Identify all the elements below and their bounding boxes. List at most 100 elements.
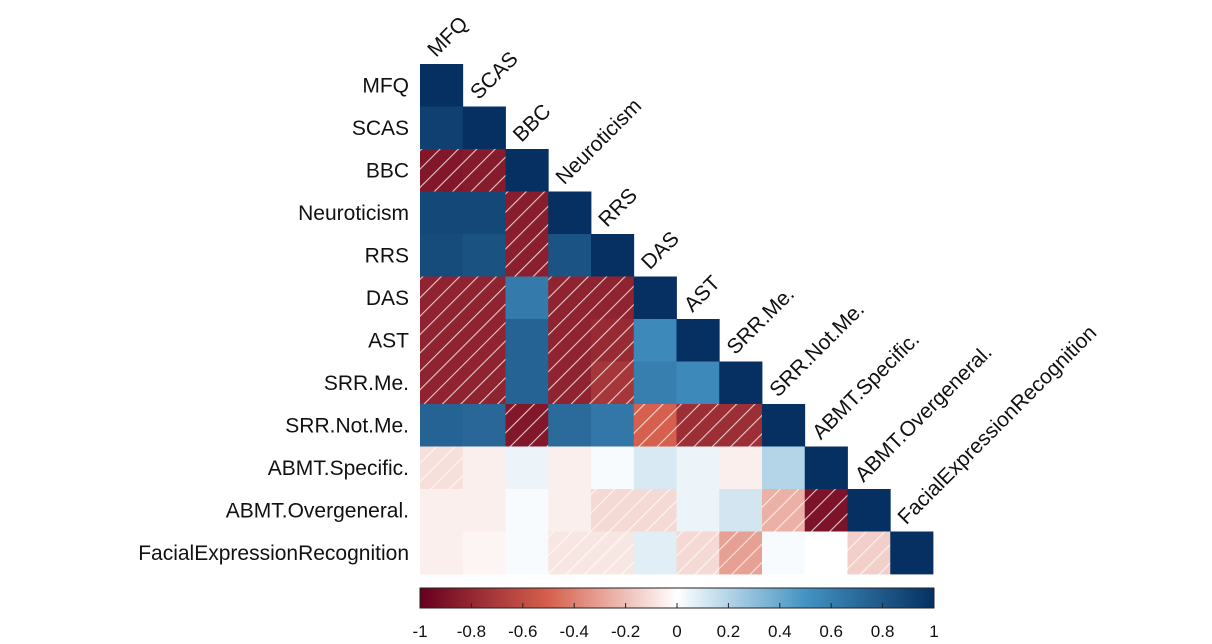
row-label-SRR.Me.: SRR.Me. xyxy=(324,372,409,395)
colorbar-tick-label: 1 xyxy=(929,622,938,641)
hatch-ABMT.Specific.-MFQ xyxy=(420,446,464,490)
row-label-RRS: RRS xyxy=(365,244,409,267)
cell-SRR.Not.Me.-SRR.Not.Me. xyxy=(762,404,806,447)
hatch-SRR.Me.-Neuroticism xyxy=(548,361,592,405)
cell-SRR.Not.Me.-MFQ xyxy=(420,404,464,447)
cell-Neuroticism-SCAS xyxy=(462,191,506,235)
cell-ABMT.Specific.-SRR.Not.Me. xyxy=(762,446,806,490)
cell-MFQ-MFQ xyxy=(420,64,464,107)
cell-AST-DAS xyxy=(633,319,677,362)
colorbar-tick-label: 0.4 xyxy=(768,622,792,641)
cell-ABMT.Specific.-Neuroticism xyxy=(548,446,592,490)
cell-RRS-RRS xyxy=(591,234,635,277)
hatch-AST-RRS xyxy=(591,319,635,362)
row-label-FacialExpressionRecognition: FacialExpressionRecognition xyxy=(138,542,409,565)
colorbar-tick-label: 0.6 xyxy=(819,622,843,641)
hatch-RRS-BBC xyxy=(505,234,549,277)
cell-AST-AST xyxy=(676,319,720,362)
colorbar-tick-label: -1 xyxy=(412,622,427,641)
cell-SRR.Me.-DAS xyxy=(633,361,677,405)
hatch-AST-MFQ xyxy=(420,319,464,362)
hatch-SRR.Me.-MFQ xyxy=(420,361,464,405)
row-label-MFQ: MFQ xyxy=(362,74,409,97)
cell-AST-BBC xyxy=(505,319,549,362)
cell-Neuroticism-MFQ xyxy=(420,191,464,235)
row-label-ABMT.Specific.: ABMT.Specific. xyxy=(268,457,409,480)
hatch-AST-Neuroticism xyxy=(548,319,592,362)
cell-SRR.Me.-BBC xyxy=(505,361,549,405)
row-label-Neuroticism: Neuroticism xyxy=(298,202,409,225)
colorbar-tick-label: 0.8 xyxy=(871,622,895,641)
hatch-DAS-RRS xyxy=(591,276,635,320)
cell-DAS-BBC xyxy=(505,276,549,320)
row-labels: MFQ SCAS BBC Neuroticism RRS DAS AST SRR.Me. SRR… xyxy=(138,74,409,565)
cell-ABMT.Overgeneral.-ABMT.Overgeneral. xyxy=(847,489,891,532)
row-label-SRR.Not.Me.: SRR.Not.Me. xyxy=(285,414,409,437)
hatch-DAS-MFQ xyxy=(420,276,464,320)
hatch-FacialExpressionRecognition-Neuroticism xyxy=(548,531,592,575)
hatch-BBC-MFQ xyxy=(420,149,464,192)
cell-SRR.Not.Me.-RRS xyxy=(591,404,635,447)
hatch-SRR.Not.Me.-SRR.Me. xyxy=(719,404,763,447)
column-label-DAS: DAS xyxy=(637,227,684,274)
row-label-SCAS: SCAS xyxy=(352,117,409,140)
hatch-ABMT.Overgeneral.-RRS xyxy=(591,489,635,532)
hatch-ABMT.Overgeneral.-DAS xyxy=(633,489,677,532)
cell-DAS-DAS xyxy=(633,276,677,320)
cell-SRR.Me.-SRR.Me. xyxy=(719,361,763,405)
hatch-SRR.Not.Me.-AST xyxy=(676,404,720,447)
hatch-DAS-Neuroticism xyxy=(548,276,592,320)
cell-ABMT.Specific.-SCAS xyxy=(462,446,506,490)
row-label-BBC: BBC xyxy=(366,159,409,182)
cell-FacialExpressionRecognition-ABMT.Specific. xyxy=(804,531,848,575)
hatch-FacialExpressionRecognition-ABMT.Overgeneral. xyxy=(847,531,891,575)
cell-FacialExpressionRecognition-MFQ xyxy=(420,531,464,575)
cell-ABMT.Overgeneral.-BBC xyxy=(505,489,549,532)
colorbar-tick-label: -0.4 xyxy=(560,622,589,641)
cell-Neuroticism-Neuroticism xyxy=(548,191,592,235)
hatch-FacialExpressionRecognition-AST xyxy=(676,531,720,575)
cell-ABMT.Overgeneral.-SRR.Me. xyxy=(719,489,763,532)
hatch-ABMT.Overgeneral.-SRR.Not.Me. xyxy=(762,489,806,532)
row-label-ABMT.Overgeneral.: ABMT.Overgeneral. xyxy=(226,499,409,522)
cell-ABMT.Overgeneral.-MFQ xyxy=(420,489,464,532)
cell-ABMT.Overgeneral.-AST xyxy=(676,489,720,532)
colorbar-tick-label: -0.2 xyxy=(611,622,640,641)
column-label-BBC: BBC xyxy=(509,100,556,147)
column-label-RRS: RRS xyxy=(594,184,642,232)
cell-SCAS-SCAS xyxy=(462,106,506,150)
cell-FacialExpressionRecognition-DAS xyxy=(633,531,677,575)
cell-ABMT.Specific.-DAS xyxy=(633,446,677,490)
hatch-ABMT.Overgeneral.-ABMT.Specific. xyxy=(804,489,848,532)
hatch-SRR.Not.Me.-DAS xyxy=(633,404,677,447)
hatch-SRR.Not.Me.-BBC xyxy=(505,404,549,447)
colorbar-tick-label: 0 xyxy=(672,622,681,641)
cell-ABMT.Specific.-BBC xyxy=(505,446,549,490)
hatch-FacialExpressionRecognition-RRS xyxy=(591,531,635,575)
column-label-MFQ: MFQ xyxy=(423,12,472,61)
hatch-BBC-SCAS xyxy=(462,149,506,192)
hatch-SRR.Me.-RRS xyxy=(591,361,635,405)
row-label-DAS: DAS xyxy=(366,287,409,310)
cell-ABMT.Specific.-SRR.Me. xyxy=(719,446,763,490)
cell-ABMT.Specific.-RRS xyxy=(591,446,635,490)
cell-ABMT.Overgeneral.-Neuroticism xyxy=(548,489,592,532)
hatch-Neuroticism-BBC xyxy=(505,191,549,235)
cell-FacialExpressionRecognition-SCAS xyxy=(462,531,506,575)
hatch-DAS-SCAS xyxy=(462,276,506,320)
colorbar-tick-label: -0.6 xyxy=(508,622,537,641)
cell-FacialExpressionRecognition-SRR.Not.Me. xyxy=(762,531,806,575)
cell-SRR.Not.Me.-Neuroticism xyxy=(548,404,592,447)
cell-SCAS-MFQ xyxy=(420,106,464,150)
cell-RRS-Neuroticism xyxy=(548,234,592,277)
column-label-Neuroticism: Neuroticism xyxy=(552,94,647,189)
cell-SRR.Me.-AST xyxy=(676,361,720,405)
cell-RRS-MFQ xyxy=(420,234,464,277)
column-label-SCAS: SCAS xyxy=(466,47,523,104)
cell-ABMT.Specific.-ABMT.Specific. xyxy=(804,446,848,490)
cell-ABMT.Specific.-AST xyxy=(676,446,720,490)
cell-ABMT.Overgeneral.-SCAS xyxy=(462,489,506,532)
heatmap-cells xyxy=(420,64,934,575)
colorbar-tick-label: 0.2 xyxy=(717,622,741,641)
